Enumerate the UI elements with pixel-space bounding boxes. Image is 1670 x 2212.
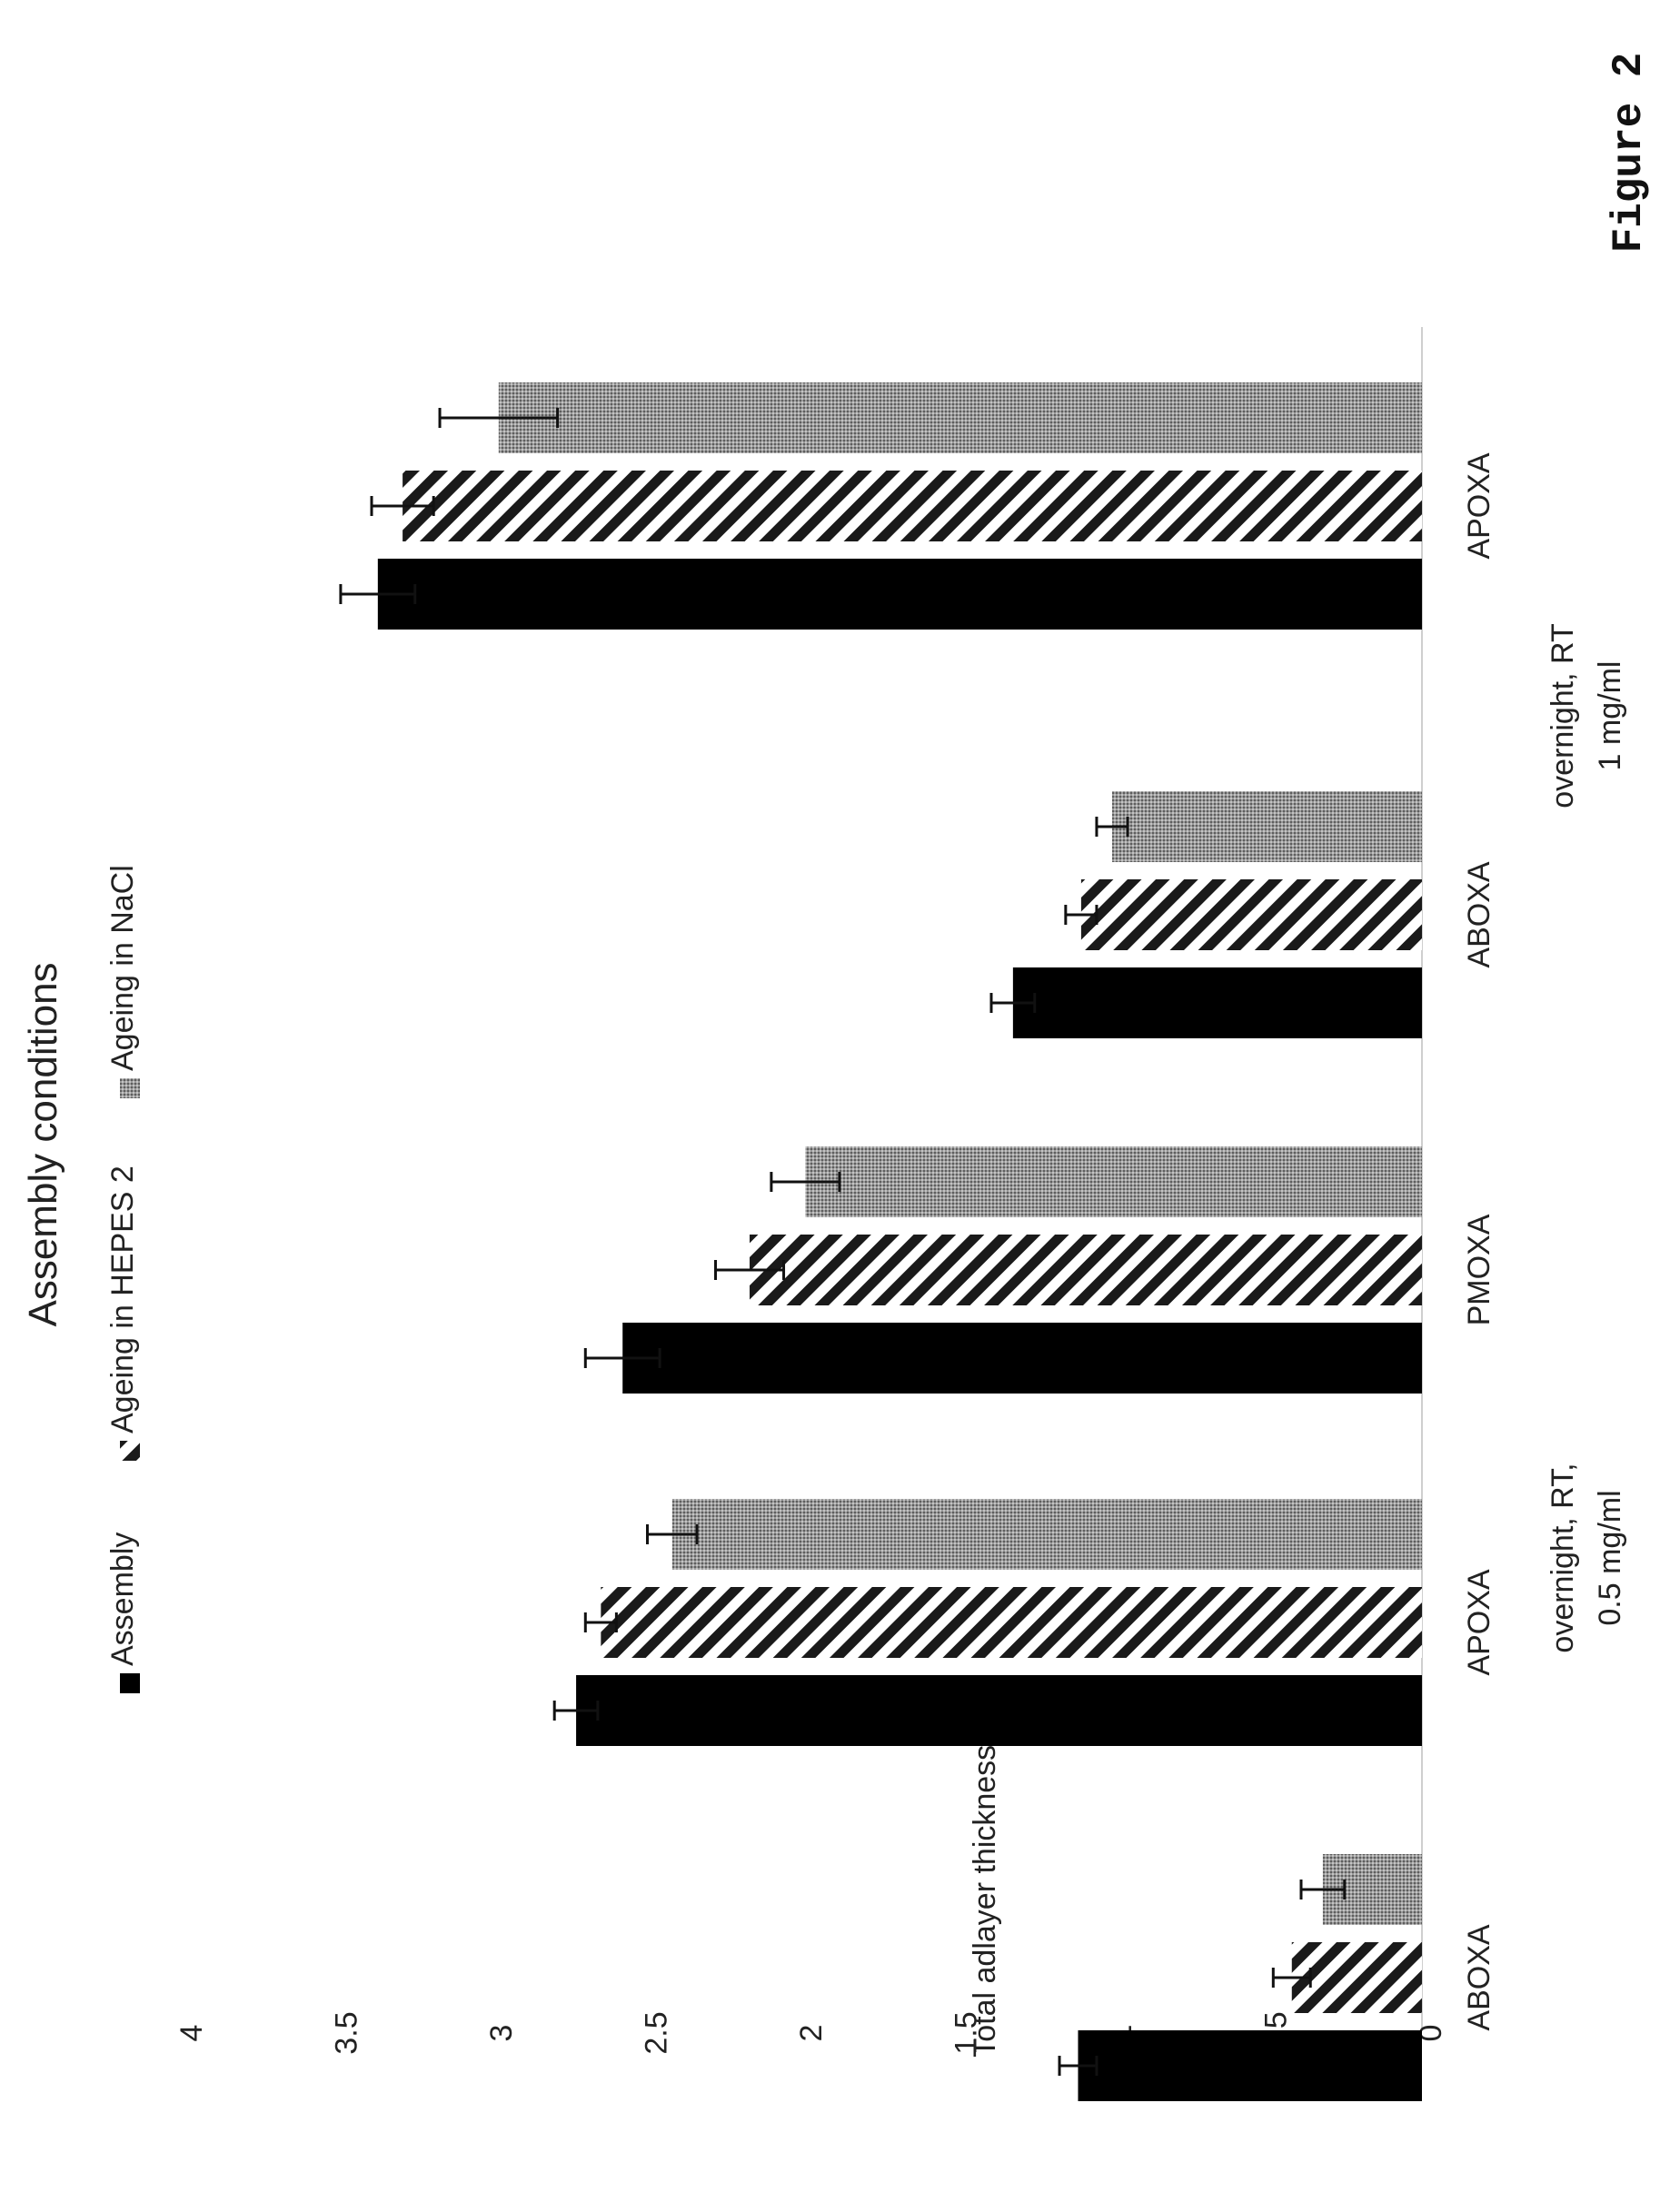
error-bar-hepes-1 [1271, 1968, 1312, 1988]
group-label-line: 0.5 mg/ml [1593, 1490, 1627, 1625]
bar-nacl-3 [805, 1146, 1422, 1217]
error-bar-nacl-4 [1095, 817, 1129, 837]
group-label-line: overnight, RT, [1546, 1463, 1580, 1652]
bar-nacl-5 [498, 382, 1422, 453]
bar-hepes-1 [1291, 1942, 1422, 2013]
error-bar-hepes-5 [370, 496, 435, 516]
error-bar-hepes-4 [1064, 905, 1098, 925]
category-label: PMOXA [1462, 1214, 1496, 1325]
figure-label: Figure 2 [1605, 53, 1653, 253]
bar-nacl-2 [671, 1499, 1422, 1570]
legend-item-assembly: Assembly [105, 1533, 140, 1693]
group-label-line: overnight, RT [1546, 623, 1580, 808]
bar-assembly-1 [1078, 2030, 1422, 2101]
category-label: APOXA [1462, 1569, 1496, 1675]
bar-assembly-5 [377, 559, 1423, 630]
value-tick-label: 1.5 [949, 2011, 983, 2054]
error-bar-hepes-2 [583, 1612, 618, 1632]
bar-assembly-4 [1012, 967, 1422, 1038]
error-bar-nacl-1 [1299, 1880, 1347, 1900]
error-bar-nacl-5 [438, 408, 560, 428]
value-tick-label: 2.5 [639, 2011, 673, 2054]
legend-label-hepes: Ageing in HEPES 2 [105, 1166, 140, 1433]
bar-assembly-3 [622, 1323, 1422, 1394]
category-labels: ABOXA APOXA PMOXA ABOXA APOXA [1462, 452, 1496, 2030]
bar-hepes-3 [750, 1235, 1422, 1305]
bar-hepes-4 [1080, 879, 1422, 950]
legend-item-nacl: Ageing in NaCl [105, 865, 140, 1098]
bar-nacl-4 [1112, 791, 1422, 862]
legend-swatch-hepes [120, 1441, 140, 1461]
error-bar-assembly-3 [583, 1348, 661, 1368]
bars-layer [377, 382, 1423, 2101]
legend-swatch-assembly [120, 1673, 140, 1693]
category-label: ABOXA [1462, 1924, 1496, 2030]
error-bars-layer [339, 408, 1347, 2076]
error-bar-assembly-2 [552, 1701, 600, 1721]
legend: Assembly Ageing in HEPES 2 Ageing in NaC… [105, 865, 140, 1693]
error-bar-nacl-2 [646, 1524, 699, 1544]
error-bar-assembly-4 [989, 993, 1037, 1013]
value-tick-label: 3.5 [329, 2011, 363, 2054]
error-bar-assembly-5 [339, 584, 417, 604]
bar-hepes-2 [601, 1587, 1422, 1658]
category-label: APOXA [1462, 452, 1496, 559]
legend-swatch-nacl [120, 1078, 140, 1098]
bar-hepes-5 [403, 471, 1422, 541]
bar-assembly-2 [576, 1675, 1422, 1746]
value-tick-label: 3 [484, 2025, 519, 2042]
chart-title: Assembly conditions [21, 962, 65, 1326]
group-labels: overnight, RT, 0.5 mg/ml overnight, RT 1 mg… [1546, 623, 1627, 1652]
legend-label-assembly: Assembly [105, 1533, 140, 1666]
value-tick-label: 4 [174, 2025, 209, 2042]
category-label: ABOXA [1462, 861, 1496, 967]
error-bar-nacl-3 [770, 1172, 841, 1192]
error-bar-assembly-1 [1058, 2056, 1098, 2076]
group-label-line: 1 mg/ml [1593, 661, 1627, 771]
legend-item-hepes: Ageing in HEPES 2 [105, 1166, 140, 1461]
value-tick-label: 0 [1414, 2025, 1448, 2042]
legend-label-nacl: Ageing in NaCl [105, 865, 140, 1071]
value-tick-label: 2 [794, 2025, 829, 2042]
error-bar-hepes-3 [714, 1260, 786, 1280]
